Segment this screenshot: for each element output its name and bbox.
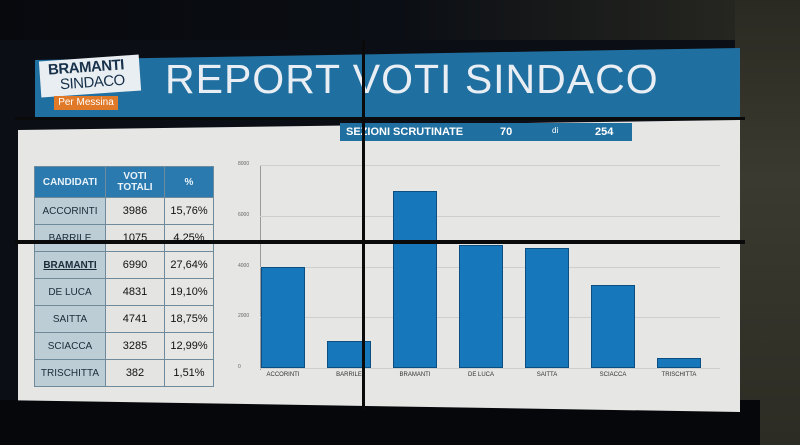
bar-saitta [525,247,569,368]
candidate-percent: 4,25% [164,224,214,252]
candidate-percent: 19,10% [164,278,214,306]
y-tick-label: 8000 [238,161,250,167]
campaign-logo: BRAMANTI SINDACO Per Messina [38,54,148,114]
candidate-name: BARRILE [34,224,106,252]
candidate-votes: 4741 [105,305,165,333]
candidate-name: TRISCHITTA [34,359,106,387]
table-header-row: CANDIDATI VOTI TOTALI % [34,166,214,198]
bar-bramanti [393,190,437,368]
bar-accorinti [261,266,305,368]
candidate-votes: 3986 [105,197,165,225]
bar-trischitta [657,358,701,368]
x-tick-label: DE LUCA [467,372,494,378]
candidate-votes: 4831 [105,278,165,306]
candidate-name: ACCORINTI [34,197,106,225]
candidate-votes: 1075 [105,224,165,252]
background-wall-right [735,0,800,445]
x-tick-label: TRISCHITTA [661,372,697,378]
results-table: CANDIDATI VOTI TOTALI % ACCORINTI 3986 1… [34,166,214,387]
table-row: BARRILE 1075 4,25% [34,224,214,252]
video-wall-seam [362,40,365,410]
x-tick-label: SCIACCA [599,372,627,378]
column-header-candidates: CANDIDATI [34,166,106,198]
votes-bar-chart: 0 2000 4000 6000 8000 ACCORINTI BARRILE BRAMANT… [230,160,740,385]
y-tick-label: 0 [238,364,241,370]
candidate-percent: 15,76% [164,197,214,225]
candidate-name: SCIACCA [34,332,106,360]
candidate-votes: 3285 [105,332,165,360]
x-tick-label: BARRILE [336,372,362,378]
bar-de-luca [459,245,503,368]
candidate-name: SAITTA [34,305,106,333]
candidate-name: DE LUCA [34,278,106,306]
gridline [260,165,720,166]
gridline [260,368,720,369]
candidate-percent: 12,99% [164,332,214,360]
y-axis [260,165,261,370]
header-bar [35,48,740,118]
table-row: TRISCHITTA 382 1,51% [34,359,214,387]
candidate-name: BRAMANTI [34,251,106,279]
table-row: SCIACCA 3285 12,99% [34,332,214,360]
y-tick-label: 6000 [238,211,250,218]
video-wall-seam [15,240,745,244]
sections-label: SEZIONI SCRUTINATE [346,126,464,138]
x-tick-label: ACCORINTI [266,372,300,378]
sections-total: 254 [595,126,614,138]
video-wall-seam [15,117,745,120]
x-tick-label: SAITTA [536,372,558,378]
candidate-percent: 27,64% [164,251,214,279]
bar-sciacca [591,284,635,368]
logo-tagline: Per Messina [54,96,118,110]
sections-of-label: di [552,126,559,135]
table-row: DE LUCA 4831 19,10% [34,278,214,306]
background-wall [0,0,800,40]
y-tick-label: 4000 [238,262,250,269]
page-title: REPORT VOTI SINDACO [165,56,659,102]
table-row: BRAMANTI 6990 27,64% [34,251,214,279]
x-tick-label: BRAMANTI [399,372,431,378]
sections-counted-bar: SEZIONI SCRUTINATE 70 di 254 [340,123,632,141]
candidate-votes: 6990 [105,251,165,279]
candidate-percent: 1,51% [164,359,214,387]
y-tick-label: 2000 [238,313,250,320]
candidate-percent: 18,75% [164,305,214,333]
column-header-percent: % [164,166,214,198]
gridline [260,215,720,217]
table-row: ACCORINTI 3986 15,76% [34,197,214,225]
candidate-votes: 382 [105,359,165,387]
column-header-votes: VOTI TOTALI [105,166,165,198]
table-row: SAITTA 4741 18,75% [34,305,214,333]
sections-counted: 70 [500,126,513,138]
